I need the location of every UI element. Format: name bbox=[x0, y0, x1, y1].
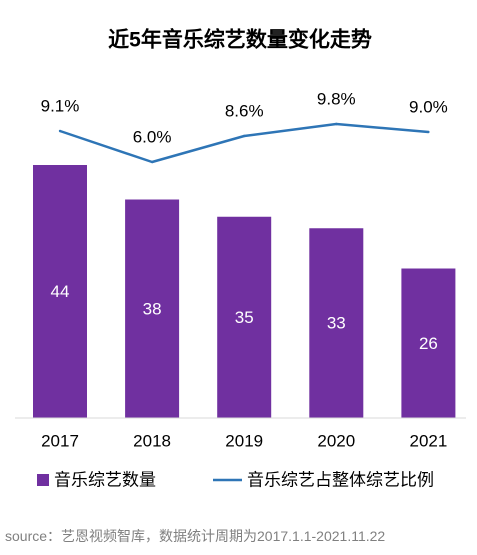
bar-2019 bbox=[217, 216, 272, 418]
line-point-2021 bbox=[427, 130, 430, 134]
line-point-2017 bbox=[58, 129, 62, 133]
line-point-2019 bbox=[243, 134, 246, 138]
line-value-label-2018: 6.0% bbox=[133, 128, 172, 147]
bar-value-label-2019: 35 bbox=[235, 308, 254, 327]
legend-label-bar: 音乐综艺数量 bbox=[54, 471, 156, 490]
chart-title: 近5年音乐综艺数量变化走势 bbox=[108, 28, 372, 52]
line-path bbox=[59, 122, 429, 164]
bar-2020 bbox=[309, 228, 364, 418]
line-series-group: 9.1% 6.0% 8.6% 9.8% 9.0% bbox=[41, 90, 448, 164]
x-tick-label-2020: 2020 bbox=[317, 432, 355, 451]
bar-2017 bbox=[33, 165, 87, 418]
line-value-label-2019: 8.6% bbox=[225, 102, 264, 121]
bar-2018 bbox=[125, 199, 180, 418]
bar-series-group: 44 38 35 33 26 bbox=[33, 165, 456, 418]
bar-value-label-2021: 26 bbox=[419, 334, 438, 353]
line-value-label-2020: 9.8% bbox=[317, 90, 356, 109]
x-tick-label-2017: 2017 bbox=[41, 432, 79, 451]
line-point-2020 bbox=[335, 122, 338, 126]
legend: 音乐综艺数量 音乐综艺占整体综艺比例 bbox=[37, 471, 434, 490]
bar-value-label-2020: 33 bbox=[327, 314, 346, 333]
bar-2021 bbox=[401, 268, 456, 418]
source-note: source：艺恩视频智库，数据统计周期为2017.1.1-2021.11.22 bbox=[5, 528, 385, 544]
bar-value-label-2017: 44 bbox=[51, 282, 70, 301]
x-tick-label-2021: 2021 bbox=[409, 432, 447, 451]
legend-label-line: 音乐综艺占整体综艺比例 bbox=[247, 471, 434, 490]
x-tick-label-2019: 2019 bbox=[225, 432, 263, 451]
line-value-label-2017: 9.1% bbox=[41, 97, 80, 116]
line-point-2018 bbox=[150, 160, 154, 164]
line-value-label-2021: 9.0% bbox=[409, 98, 448, 117]
bar-value-label-2018: 38 bbox=[143, 299, 162, 318]
x-axis-tick-labels: 2017 2018 2019 2020 2021 bbox=[41, 432, 447, 451]
x-tick-label-2018: 2018 bbox=[133, 432, 171, 451]
legend-swatch-bar bbox=[37, 474, 49, 486]
